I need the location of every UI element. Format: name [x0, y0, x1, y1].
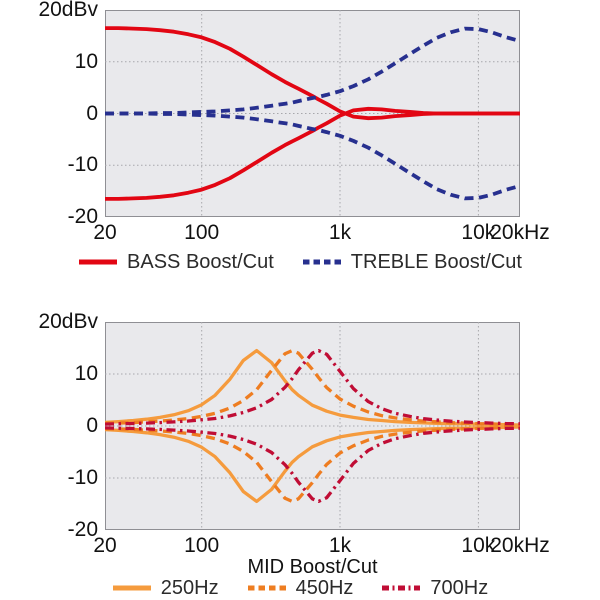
series-curve [105, 106, 520, 201]
x-axis-label: 10k [461, 221, 496, 244]
y-axis-label: 20dBv [38, 310, 98, 333]
legend-line-sample [247, 585, 286, 591]
legend-item: TREBLE Boost/Cut [302, 251, 522, 273]
legend-label: 450Hz [295, 577, 354, 599]
x-axis-label: 20 [93, 221, 117, 244]
y-axis-label: 0 [86, 414, 98, 437]
x-axis-title: MID Boost/Cut [247, 556, 378, 578]
legend-label: BASS Boost/Cut [127, 251, 274, 273]
legend-item: 250Hz [112, 577, 219, 599]
series-curve [105, 348, 520, 427]
y-axis-label: 20dBv [38, 0, 98, 21]
x-axis-label: 100 [184, 221, 220, 244]
y-axis-label: -20 [67, 205, 98, 228]
plot-area [105, 322, 520, 530]
bass-treble-legend: BASS Boost/Cut TREBLE Boost/Cut [0, 251, 600, 273]
x-axis-label: 20kHz [490, 221, 550, 244]
y-axis-label: -20 [67, 518, 98, 541]
y-axis-label: 0 [86, 101, 98, 125]
series-curve [105, 425, 520, 504]
legend-label: TREBLE Boost/Cut [350, 251, 522, 273]
mid-chart: MID Boost/Cut 250Hz 450Hz 700Hz 20dBv 10 0 -1… [0, 300, 600, 600]
x-axis-label: 1k [328, 534, 352, 557]
x-axis-label: 100 [184, 534, 220, 557]
legend-label: 700Hz [430, 577, 489, 599]
series-curve [105, 26, 520, 116]
legend-item: 700Hz [381, 577, 488, 599]
legend-line-sample [302, 259, 341, 265]
y-axis-label: -10 [67, 153, 98, 177]
x-axis-label: 10k [461, 534, 496, 557]
series-curve [105, 111, 520, 201]
bass-treble-chart: BASS Boost/Cut TREBLE Boost/Cut 20dBv 10 0-… [0, 0, 600, 273]
series-curve [105, 348, 520, 426]
series-curve [105, 425, 520, 504]
y-axis-label: 10 [74, 49, 98, 73]
legend-line-sample [112, 585, 151, 591]
legend-item: 450Hz [247, 577, 354, 599]
x-axis-label: 20kHz [490, 534, 550, 557]
plot-area [105, 10, 520, 217]
series-curve [105, 348, 520, 427]
x-axis-label: 20 [93, 534, 117, 557]
series-curve [105, 26, 520, 121]
y-axis-label: -10 [67, 466, 98, 489]
series-curve [105, 426, 520, 504]
x-axis-label: 1k [328, 221, 352, 244]
mid-legend: 250Hz 450Hz 700Hz [0, 577, 600, 599]
legend-line-sample [79, 259, 118, 265]
legend-item: BASS Boost/Cut [78, 251, 274, 273]
legend-line-sample [382, 585, 421, 591]
legend-label: 250Hz [160, 577, 219, 599]
y-axis-label: 10 [74, 362, 98, 385]
